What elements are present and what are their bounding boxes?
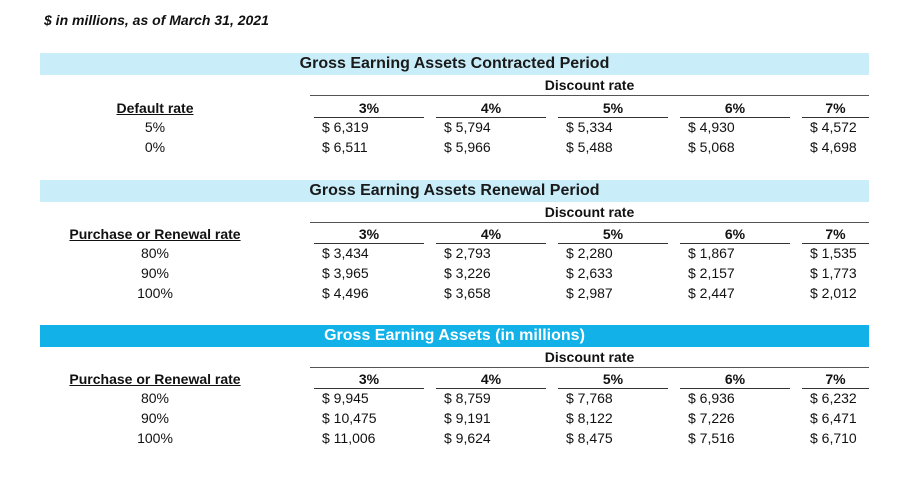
table-cell: $ 10,475 <box>322 410 377 426</box>
column-header: 7% <box>802 100 869 118</box>
table-cell: $ 6,936 <box>688 390 735 406</box>
table-cell: $ 6,232 <box>810 390 857 406</box>
column-header: 3% <box>314 100 424 118</box>
table-cell: $ 7,516 <box>688 430 735 446</box>
column-header-row: Default rate 3% 4% 5% 6% 7% <box>40 100 869 118</box>
column-header: 5% <box>558 100 668 118</box>
row-header-label: Purchase or Renewal rate <box>69 226 241 242</box>
section-title: Gross Earning Assets (in millions) <box>40 325 869 347</box>
table-cell: $ 5,334 <box>566 119 613 135</box>
row-label: 90% <box>140 410 170 426</box>
table-cell: $ 9,191 <box>444 410 491 426</box>
column-header: 7% <box>802 371 869 389</box>
row-label: 100% <box>137 285 173 301</box>
contracted-period-table: Gross Earning Assets Contracted Period D… <box>40 53 869 163</box>
discount-rate-label: Discount rate <box>310 349 869 368</box>
table-cell: $ 4,930 <box>688 119 735 135</box>
units-note: $ in millions, as of March 31, 2021 <box>44 12 269 28</box>
row-label: 0% <box>144 139 166 155</box>
table-cell: $ 4,698 <box>810 139 857 155</box>
table-cell: $ 6,319 <box>322 119 369 135</box>
table-cell: $ 2,793 <box>444 245 491 261</box>
table-cell: $ 11,006 <box>322 430 376 446</box>
table-cell: $ 2,280 <box>566 245 613 261</box>
table-cell: $ 6,710 <box>810 430 857 446</box>
table-cell: $ 8,759 <box>444 390 491 406</box>
section-title: Gross Earning Assets Renewal Period <box>40 180 869 202</box>
row-label: 100% <box>137 430 173 446</box>
table-cell: $ 6,511 <box>322 139 368 155</box>
table-cell: $ 6,471 <box>810 410 857 426</box>
discount-rate-label: Discount rate <box>310 77 869 96</box>
column-header: 6% <box>680 226 790 244</box>
column-header: 7% <box>802 226 869 244</box>
column-header: 3% <box>314 371 424 389</box>
table-cell: $ 7,226 <box>688 410 735 426</box>
row-label: 90% <box>140 265 170 281</box>
column-header: 6% <box>680 100 790 118</box>
table-cell: $ 3,965 <box>322 265 369 281</box>
table-cell: $ 2,633 <box>566 265 613 281</box>
column-header: 3% <box>314 226 424 244</box>
column-header: 4% <box>436 100 546 118</box>
column-header-row: Purchase or Renewal rate 3% 4% 5% 6% 7% <box>40 226 869 244</box>
table-cell: $ 5,966 <box>444 139 491 155</box>
gross-earning-assets-table: Gross Earning Assets (in millions) Disco… <box>40 325 869 455</box>
table-row: 0% $ 6,511 $ 5,966 $ 5,488 $ 5,068 $ 4,6… <box>40 139 869 156</box>
table-cell: $ 3,434 <box>322 245 369 261</box>
table-cell: $ 3,658 <box>444 285 491 301</box>
discount-rate-label: Discount rate <box>310 204 869 223</box>
table-cell: $ 5,794 <box>444 119 491 135</box>
column-header-row: Purchase or Renewal rate 3% 4% 5% 6% 7% <box>40 371 869 389</box>
row-header-label: Default rate <box>116 100 194 116</box>
column-header: 6% <box>680 371 790 389</box>
table-row: 5% $ 6,319 $ 5,794 $ 5,334 $ 4,930 $ 4,5… <box>40 119 869 136</box>
table-row: 100% $ 11,006 $ 9,624 $ 8,475 $ 7,516 $ … <box>40 430 869 447</box>
table-cell: $ 1,535 <box>810 245 857 261</box>
table-cell: $ 4,496 <box>322 285 369 301</box>
table-cell: $ 2,012 <box>810 285 857 301</box>
table-cell: $ 5,068 <box>688 139 735 155</box>
table-cell: $ 8,475 <box>566 430 613 446</box>
column-header: 4% <box>436 226 546 244</box>
table-cell: $ 2,157 <box>688 265 735 281</box>
table-cell: $ 1,867 <box>688 245 735 261</box>
table-cell: $ 8,122 <box>566 410 613 426</box>
renewal-period-table: Gross Earning Assets Renewal Period Disc… <box>40 180 869 310</box>
row-label: 5% <box>144 119 166 135</box>
table-row: 80% $ 9,945 $ 8,759 $ 7,768 $ 6,936 $ 6,… <box>40 390 869 407</box>
table-cell: $ 9,945 <box>322 390 369 406</box>
column-header: 5% <box>558 371 668 389</box>
row-label: 80% <box>140 245 170 261</box>
column-header: 4% <box>436 371 546 389</box>
table-row: 90% $ 3,965 $ 3,226 $ 2,633 $ 2,157 $ 1,… <box>40 265 869 282</box>
table-cell: $ 3,226 <box>444 265 491 281</box>
table-cell: $ 4,572 <box>810 119 857 135</box>
table-cell: $ 2,987 <box>566 285 613 301</box>
column-header: 5% <box>558 226 668 244</box>
table-cell: $ 1,773 <box>810 265 857 281</box>
table-row: 100% $ 4,496 $ 3,658 $ 2,987 $ 2,447 $ 2… <box>40 285 869 302</box>
row-label: 80% <box>140 390 170 406</box>
table-row: 90% $ 10,475 $ 9,191 $ 8,122 $ 7,226 $ 6… <box>40 410 869 427</box>
table-cell: $ 9,624 <box>444 430 491 446</box>
table-cell: $ 5,488 <box>566 139 613 155</box>
table-cell: $ 7,768 <box>566 390 613 406</box>
row-header-label: Purchase or Renewal rate <box>69 371 241 387</box>
table-row: 80% $ 3,434 $ 2,793 $ 2,280 $ 1,867 $ 1,… <box>40 245 869 262</box>
table-cell: $ 2,447 <box>688 285 735 301</box>
section-title: Gross Earning Assets Contracted Period <box>40 53 869 75</box>
